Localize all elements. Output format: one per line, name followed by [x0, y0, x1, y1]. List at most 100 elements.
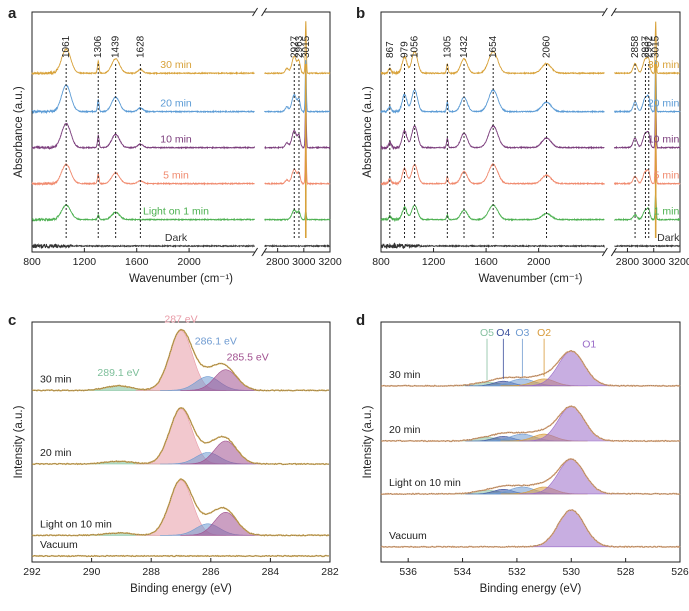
series-line-dark: [380, 242, 681, 250]
component-o1-20-min: [519, 406, 624, 442]
peak-label-1628: 1628: [135, 35, 146, 58]
series-line-5-min: [31, 130, 331, 187]
x-tick-label: 3000: [642, 256, 666, 268]
series-line-light-on-1-min: [31, 203, 331, 222]
trace-label-10-min: 10 min: [160, 134, 192, 146]
x-tick-label: 2000: [177, 256, 201, 268]
panel-b: b 800 1200 1600 2000 2800 3000 3200 Wavenumber …: [356, 5, 689, 285]
panel-label-c: c: [8, 312, 16, 329]
x-tick-label: 3200: [318, 256, 342, 268]
data-trace-30-min: [380, 350, 681, 387]
trace-label-light-on-10-min: Light on 10 min: [40, 518, 112, 530]
component-label-o4: O4: [496, 327, 510, 339]
y-axis-title: Absorbance (a.u.): [13, 86, 25, 178]
panel-label-b: b: [356, 5, 365, 22]
data-trace-20-min: [380, 405, 681, 442]
trace-label-1-min: 1 min: [654, 206, 680, 218]
x-tick-label: 2000: [527, 256, 551, 268]
peak-label-1439: 1439: [111, 35, 122, 58]
component-label-287-ev: 287 eV: [164, 314, 197, 326]
peak-label-3015: 3015: [651, 35, 662, 58]
trace-label-vacuum: Vacuum: [389, 530, 427, 542]
peak-label-1061: 1061: [61, 35, 72, 58]
data-trace-30-min: [31, 329, 329, 392]
axis-break-mark: [601, 247, 608, 257]
series-line-dark: [31, 243, 331, 250]
peak-label-2858: 2858: [630, 35, 641, 58]
series-line-30-min: [31, 21, 331, 76]
x-tick-label: 526: [671, 566, 689, 578]
data-trace-vacuum: [380, 509, 681, 548]
peak-label-3015: 3015: [301, 35, 312, 58]
panel-a: a 800 1200 1600 2000 2800 3000 3200 Wavenumber …: [8, 5, 342, 285]
x-tick-label: 282: [321, 566, 339, 578]
peak-label-2963: 2963: [294, 35, 305, 58]
x-tick-label: 1200: [422, 256, 446, 268]
axis-break-mark: [261, 247, 267, 257]
x-tick-label: 800: [372, 256, 390, 268]
component-o1-30-min: [519, 351, 624, 387]
data-trace-20-min: [31, 407, 330, 465]
peak-label-979: 979: [400, 41, 411, 58]
peak-label-2060: 2060: [542, 35, 553, 58]
axis-break-mark: [252, 7, 258, 17]
data-trace-vacuum: [31, 555, 330, 557]
x-tick-label: 286: [202, 566, 220, 578]
trace-label-5-min: 5 min: [654, 170, 680, 182]
x-tick-label: 532: [508, 566, 526, 578]
trace-label-20-min: 20 min: [389, 424, 421, 436]
axis-break-mark: [601, 7, 608, 17]
x-tick-label: 1600: [125, 256, 149, 268]
x-tick-label: 290: [83, 566, 101, 578]
x-tick-label: 1600: [474, 256, 498, 268]
trace-label-light-on-10-min: Light on 10 min: [389, 477, 461, 489]
x-tick-label: 2800: [616, 256, 640, 268]
plot-frame: [380, 11, 681, 253]
x-tick-label: 530: [563, 566, 581, 578]
data-trace-light-on-10-min: [380, 458, 681, 495]
panel-c: c 292 290 288 286 284 282 Binding energy (eV) I…: [8, 312, 339, 595]
plot-frame: [380, 321, 681, 563]
panel-d: d 536 534 532 530 528 526 Binding energy (eV) I…: [356, 312, 689, 595]
x-axis-title: Wavenumber (cm⁻¹): [478, 273, 582, 285]
peak-label-2927: 2927: [289, 35, 300, 58]
x-axis-title: Wavenumber (cm⁻¹): [129, 273, 233, 285]
series-line-10-min: [380, 96, 681, 151]
peak-label-1654: 1654: [488, 35, 499, 58]
trace-label-light-on-1-min: Light on 1 min: [143, 206, 209, 218]
component-o1-vacuum: [519, 509, 624, 548]
axis-break-mark: [252, 247, 258, 257]
trace-label-vacuum: Vacuum: [40, 539, 78, 551]
component-label-o2: O2: [537, 327, 551, 339]
panel-label-a: a: [8, 5, 17, 22]
trace-label-5-min: 5 min: [163, 170, 189, 182]
peak-label-2962: 2962: [644, 35, 655, 58]
peak-label-1432: 1432: [459, 35, 470, 58]
axis-break-mask-1: [254, 249, 265, 255]
axis-break-mask-0: [604, 9, 615, 15]
plot-frame: [31, 11, 331, 253]
panel-label-d: d: [356, 312, 365, 329]
x-tick-label: 1200: [73, 256, 97, 268]
peak-label-1056: 1056: [410, 35, 421, 58]
x-tick-label: 292: [23, 566, 41, 578]
trace-label-10-min: 10 min: [648, 134, 680, 146]
trace-label-30-min: 30 min: [40, 373, 72, 385]
axis-break-mask-0: [254, 9, 265, 15]
component-label-286-1-ev: 286.1 eV: [195, 335, 237, 347]
peak-label-1306: 1306: [93, 35, 104, 58]
envelope-vacuum: [31, 554, 330, 558]
axis-break-mark: [610, 7, 617, 17]
x-tick-label: 534: [454, 566, 472, 578]
x-tick-label: 536: [399, 566, 417, 578]
axis-break-mask-1: [604, 249, 615, 255]
trace-label-30-min: 30 min: [648, 59, 680, 71]
peak-label-867: 867: [385, 41, 396, 58]
series-line-10-min: [31, 95, 331, 151]
peak-label-2937: 2937: [640, 35, 651, 58]
series-line-20-min: [380, 60, 681, 114]
series-line-20-min: [31, 60, 331, 115]
trace-label-20-min: 20 min: [648, 98, 680, 110]
x-tick-label: 3200: [668, 256, 689, 268]
component-label-285-5-ev: 285.5 eV: [227, 352, 269, 364]
